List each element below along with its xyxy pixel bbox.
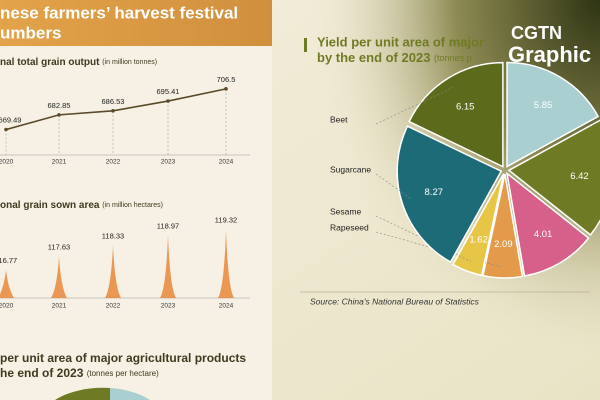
title-marker — [304, 38, 307, 52]
data-label: 8.27 — [425, 187, 444, 198]
pie-slice — [482, 173, 524, 279]
decor-pie — [55, 387, 110, 400]
category-label: Sesame — [330, 206, 361, 216]
data-label: 686.53 — [102, 97, 125, 106]
data-label: 6.42 — [570, 171, 589, 182]
footer-unit: (tonnes per hectare) — [87, 369, 159, 378]
data-label: 119.32 — [215, 216, 237, 225]
pie-unit: (tonnes p — [434, 53, 472, 63]
category-label: Rapeseed — [330, 222, 369, 232]
x-tick-label: 2020 — [0, 159, 14, 166]
data-label: 682.85 — [48, 101, 71, 110]
banner — [0, 0, 272, 46]
data-label: 1.62 — [469, 234, 488, 245]
pie-title: Yield per unit area of major — [317, 34, 484, 49]
data-label: 706.5 — [217, 75, 236, 84]
x-tick-label: 2023 — [161, 303, 176, 310]
data-label: 4.01 — [534, 229, 553, 240]
spike — [160, 235, 176, 298]
pie-title: by the end of 2023 (tonnes p — [317, 50, 472, 65]
spike — [0, 270, 14, 298]
data-label: 118.97 — [157, 221, 179, 230]
chart-title: nal total grain output — [0, 57, 100, 68]
x-tick-label: 2022 — [106, 303, 121, 310]
x-tick-label: 2020 — [0, 303, 14, 310]
pie-slice — [507, 119, 600, 236]
chart-title: onal grain sown area (in million hectare… — [0, 200, 163, 211]
x-tick-label: 2024 — [219, 159, 234, 166]
x-tick-label: 2021 — [52, 303, 67, 310]
chart-title: onal grain sown area — [0, 200, 100, 211]
spike — [218, 229, 234, 298]
chart-title: nal total grain output (in million tonne… — [0, 57, 157, 68]
footer-title: per unit area of major agricultural prod… — [0, 351, 246, 365]
logo: CGTN — [511, 23, 562, 43]
data-label: 2.09 — [494, 239, 513, 250]
spike — [105, 245, 121, 298]
category-label: Beet — [330, 114, 348, 124]
x-tick-label: 2023 — [161, 159, 176, 166]
banner-title: nese farmers’ harvest festival — [0, 3, 238, 22]
x-tick-label: 2024 — [219, 303, 234, 310]
line — [5, 88, 227, 131]
data-label: 6.15 — [456, 101, 475, 112]
category-label: Sugarcane — [330, 164, 371, 174]
pie-slice — [505, 171, 590, 277]
leader-line — [375, 173, 413, 200]
chart-unit: (in million tonnes) — [102, 59, 157, 66]
data-label: 669.49 — [0, 116, 21, 125]
footer-title: he end of 2023 — [0, 366, 84, 380]
source: Source: China's National Bureau of Stati… — [310, 296, 480, 306]
decor-pie — [110, 388, 150, 400]
pie-slice — [506, 61, 600, 168]
data-label: 116.77 — [0, 256, 17, 265]
data-label: 118.33 — [102, 231, 124, 240]
pie-slice — [396, 125, 503, 264]
data-label: 117.63 — [48, 242, 70, 251]
pie-slice — [451, 173, 505, 277]
chart-unit: (in million hectares) — [102, 202, 163, 209]
banner-title: umbers — [0, 23, 61, 42]
x-tick-label: 2022 — [106, 159, 121, 166]
logo: Graphic — [508, 42, 591, 67]
pie-title: by the end of 2023 — [317, 50, 430, 65]
footer-title: he end of 2023 (tonnes per hectare) — [0, 366, 159, 380]
left-panel — [0, 0, 272, 400]
pie-slice — [408, 61, 504, 168]
spike — [51, 256, 67, 298]
data-label: 695.41 — [157, 87, 180, 96]
data-label: 5.85 — [534, 100, 553, 111]
x-tick-label: 2021 — [52, 159, 67, 166]
